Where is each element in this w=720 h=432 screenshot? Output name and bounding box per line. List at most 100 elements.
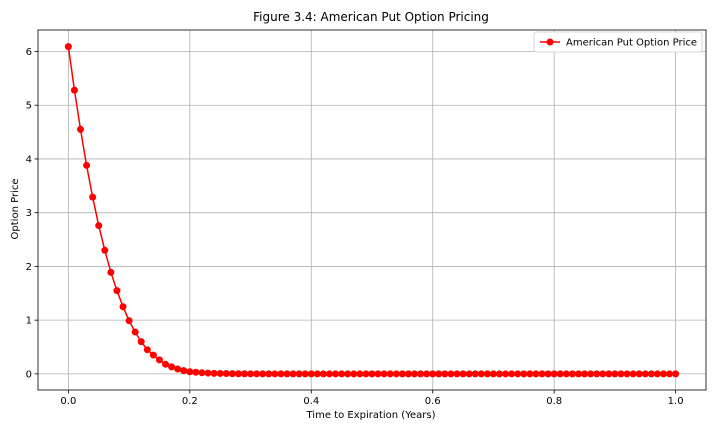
x-tick-label: 0.2: [182, 396, 198, 407]
legend: American Put Option Price: [533, 31, 703, 53]
data-point: [77, 125, 85, 133]
data-point: [83, 161, 91, 169]
data-point: [113, 287, 121, 295]
data-point: [259, 370, 267, 378]
data-point: [653, 370, 661, 378]
y-tick-label: 6: [26, 47, 32, 58]
data-point: [617, 370, 625, 378]
data-point: [137, 338, 145, 346]
data-point: [599, 370, 607, 378]
y-tick-label: 1: [26, 316, 32, 327]
data-point: [180, 367, 188, 375]
data-point: [174, 365, 182, 373]
data-point: [471, 370, 479, 378]
data-point: [441, 370, 449, 378]
data-point: [240, 370, 248, 378]
data-point: [635, 370, 643, 378]
data-point: [192, 368, 200, 376]
data-point: [465, 370, 473, 378]
x-tick-label: 0.8: [546, 396, 562, 407]
data-point: [550, 370, 558, 378]
data-point: [210, 369, 218, 377]
data-point: [398, 370, 406, 378]
data-point: [362, 370, 370, 378]
data-point: [89, 193, 97, 201]
data-point: [95, 222, 103, 230]
data-point: [605, 370, 613, 378]
data-point: [435, 370, 443, 378]
data-point: [647, 370, 655, 378]
data-point: [544, 370, 552, 378]
data-point: [514, 370, 522, 378]
data-point: [502, 370, 510, 378]
data-point: [344, 370, 352, 378]
data-point: [350, 370, 358, 378]
data-point: [368, 370, 376, 378]
data-point: [253, 370, 261, 378]
data-point: [459, 370, 467, 378]
data-point: [265, 370, 273, 378]
data-point: [338, 370, 346, 378]
data-point: [283, 370, 291, 378]
data-point: [623, 370, 631, 378]
data-point: [332, 370, 340, 378]
data-point: [380, 370, 388, 378]
data-point: [532, 370, 540, 378]
data-point: [222, 370, 230, 378]
data-point: [374, 370, 382, 378]
data-point: [641, 370, 649, 378]
data-point: [131, 328, 139, 336]
data-point: [453, 370, 461, 378]
data-point: [556, 370, 564, 378]
x-tick-label: 1.0: [668, 396, 684, 407]
data-point: [204, 369, 212, 377]
data-point: [234, 370, 242, 378]
data-point: [520, 370, 528, 378]
data-point: [325, 370, 333, 378]
data-point: [593, 370, 601, 378]
data-point: [356, 370, 364, 378]
data-point: [477, 370, 485, 378]
data-point: [70, 86, 78, 94]
data-point: [386, 370, 394, 378]
y-axis-label: Option Price: [10, 179, 21, 240]
x-tick-label: 0.6: [425, 396, 441, 407]
data-point: [417, 370, 425, 378]
data-point: [277, 370, 285, 378]
data-point: [489, 370, 497, 378]
y-tick-label: 4: [26, 154, 32, 165]
data-point: [629, 370, 637, 378]
data-point: [562, 370, 570, 378]
data-point: [411, 370, 419, 378]
data-point: [301, 370, 309, 378]
data-point: [64, 43, 72, 51]
data-point: [429, 370, 437, 378]
data-point: [526, 370, 534, 378]
ticks: 0.0 0.2 0.4 0.6 0.8 1.0 0 1 2 3 4 5 6: [26, 47, 684, 407]
legend-marker: [546, 38, 554, 46]
x-tick-label: 0.0: [60, 396, 76, 407]
data-point: [307, 370, 315, 378]
data-point: [423, 370, 431, 378]
data-point: [162, 360, 170, 368]
data-point: [319, 370, 327, 378]
data-point: [198, 369, 206, 377]
data-point: [611, 370, 619, 378]
y-tick-label: 2: [26, 262, 32, 273]
data-point: [289, 370, 297, 378]
data-point: [149, 351, 157, 359]
y-tick-label: 3: [26, 208, 32, 219]
data-point: [568, 370, 576, 378]
data-point: [659, 370, 667, 378]
legend-label: American Put Option Price: [566, 38, 697, 49]
data-point: [143, 346, 151, 354]
data-point: [228, 370, 236, 378]
chart-title: Figure 3.4: American Put Option Pricing: [253, 10, 489, 24]
series-layer: [64, 43, 680, 378]
data-point: [295, 370, 303, 378]
data-point: [392, 370, 400, 378]
y-tick-label: 5: [26, 101, 32, 112]
plot-frame: [37, 29, 707, 391]
data-point: [483, 370, 491, 378]
